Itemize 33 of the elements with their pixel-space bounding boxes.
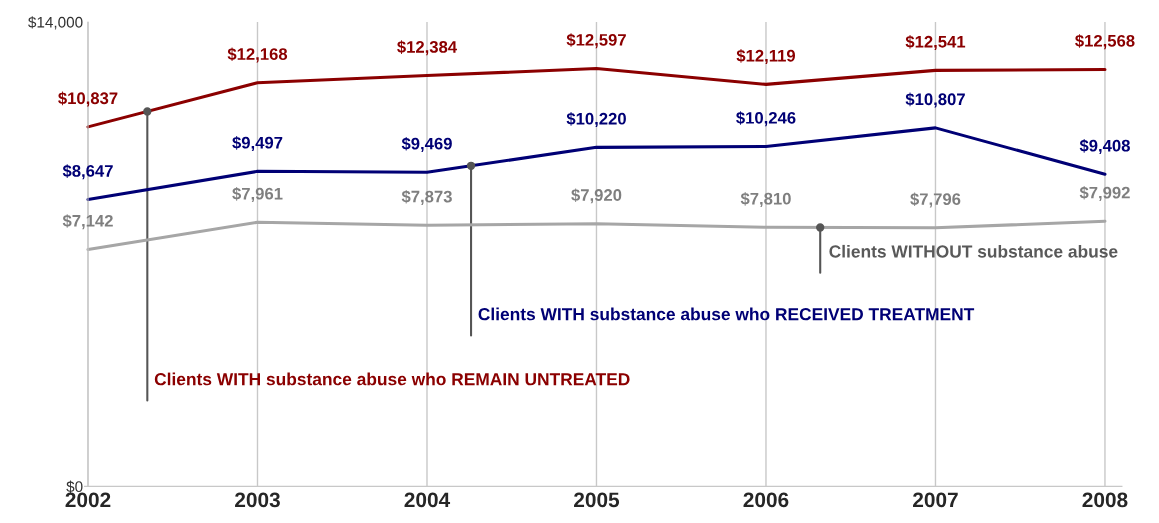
data-label: $12,168	[227, 47, 288, 63]
data-label: $10,220	[566, 112, 626, 128]
x-tick-label: 2008	[1082, 492, 1128, 508]
text: Clients WITH substance abuse who RECEIVED TREATMENT	[478, 307, 975, 321]
data-label: $7,810	[740, 192, 791, 207]
text: Clients WITH substance abuse who REMAIN UNTREATED	[154, 372, 630, 386]
data-label: $10,246	[736, 111, 796, 127]
data-label: $10,807	[905, 92, 965, 108]
data-label: $7,873	[401, 189, 452, 205]
series-label: Clients WITHOUT substance abuse	[829, 244, 1118, 258]
data-label: $10,837	[58, 91, 118, 107]
data-label: $7,920	[571, 188, 622, 204]
data-label: $7,992	[1079, 186, 1130, 201]
x-tick-label: 2004	[404, 492, 451, 508]
data-label: $9,408	[1079, 139, 1130, 154]
data-label: $12,568	[1075, 34, 1135, 50]
data-label: $12,384	[397, 40, 458, 56]
data-label: $9,497	[232, 136, 283, 152]
data-label: $12,541	[905, 35, 966, 51]
data-label: $7,796	[910, 192, 961, 208]
data-label: $9,469	[401, 137, 452, 152]
x-tick-label: 2006	[743, 492, 789, 508]
data-label: $12,119	[736, 49, 796, 65]
x-tick-label: 2003	[235, 492, 280, 508]
data-label: $7,142	[62, 214, 113, 230]
data-label: $8,647	[62, 164, 113, 180]
x-tick-label: 2007	[913, 492, 958, 508]
x-tick-label: 2002	[65, 492, 111, 508]
data-label: $12,597	[566, 33, 626, 49]
x-tick-label: 2005	[574, 492, 620, 508]
y-tick-label: $0	[66, 480, 83, 493]
data-label: $7,961	[232, 187, 283, 202]
y-tick-label: $14,000	[28, 16, 83, 30]
